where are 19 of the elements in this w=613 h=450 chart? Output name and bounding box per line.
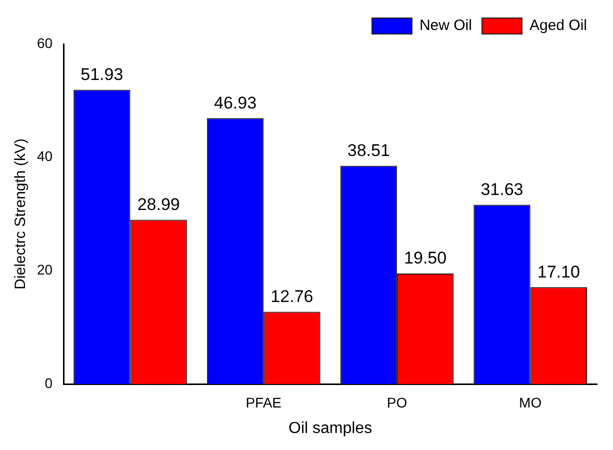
x-tick-label: MO	[519, 394, 542, 410]
y-tick-label: 0	[44, 374, 53, 391]
x-tick-label: PFAE	[246, 394, 282, 410]
data-label: 51.93	[80, 64, 124, 84]
data-label: 38.51	[347, 140, 390, 160]
x-axis-title: Oil samples	[288, 420, 372, 437]
y-axis-title: Dielectrc Strength (kV)	[12, 138, 30, 290]
y-tick-label: 40	[36, 148, 53, 164]
legend-label: New Oil	[419, 17, 472, 34]
data-label: 28.99	[137, 194, 180, 214]
x-tick-label: PO	[386, 394, 408, 410]
data-label: 17.10	[537, 262, 580, 282]
data-label: 46.93	[214, 93, 257, 112]
y-tick-label: 60	[36, 34, 53, 51]
data-label: 12.76	[270, 286, 314, 306]
y-tick-label: 20	[36, 262, 53, 278]
data-label: 31.63	[480, 180, 524, 199]
data-label: 19.50	[404, 248, 447, 268]
legend-label: Aged Oil	[529, 17, 588, 34]
